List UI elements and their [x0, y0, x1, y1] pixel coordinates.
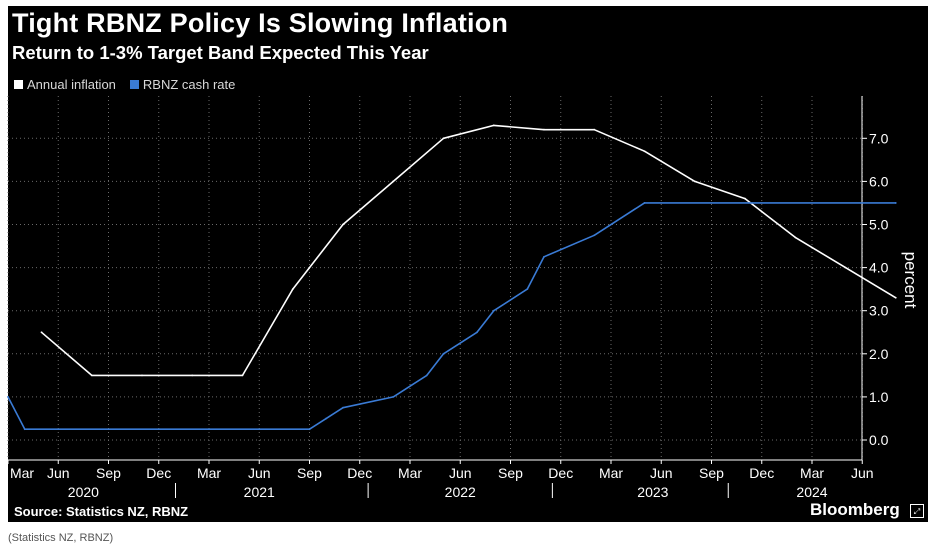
- x-tick-label-3: Dec: [146, 465, 171, 481]
- series-1-point-7: [442, 352, 445, 355]
- x-tick-label-7: Dec: [347, 465, 372, 481]
- legend-label-inflation: Annual inflation: [27, 76, 116, 92]
- x-tick-label-13: Jun: [650, 465, 673, 481]
- legend-swatch-cash-rate: [129, 79, 139, 89]
- series-0-point-15: [794, 236, 797, 239]
- series-0-point-8: [442, 137, 445, 140]
- year-label-4: 2024: [796, 484, 827, 500]
- series-1-point-8: [476, 331, 478, 334]
- x-tick-label-2: Sep: [96, 465, 121, 481]
- year-label-0: 2020: [68, 484, 99, 500]
- series-0-point-2: [141, 374, 143, 377]
- brand-logo: Bloomberg: [810, 500, 900, 519]
- x-tick-label-1: Jun: [47, 465, 70, 481]
- chart-subtitle: Return to 1-3% Target Band Expected This…: [12, 42, 429, 63]
- expand-icon[interactable]: ⤢: [910, 504, 924, 518]
- series-1-point-6: [425, 374, 428, 377]
- x-tick-label-11: Dec: [548, 465, 573, 481]
- series-1-point-9: [492, 309, 495, 312]
- x-tick-label-9: Jun: [449, 465, 472, 481]
- x-tick-label-5: Jun: [248, 465, 271, 481]
- series-0-point-12: [643, 150, 646, 153]
- series-0-point-17: [894, 296, 897, 299]
- series-1-point-0: [7, 396, 9, 398]
- legend-label-cash-rate: RBNZ cash rate: [142, 76, 236, 92]
- series-1-point-14: [894, 202, 897, 204]
- y-tick-label-0: 0.0: [869, 432, 889, 448]
- series-0-point-1: [90, 374, 93, 377]
- y-tick-label-7: 7.0: [869, 130, 889, 146]
- y-tick-label-3: 3.0: [869, 303, 889, 319]
- x-tick-label-14: Sep: [699, 465, 724, 481]
- series-line-0: [40, 124, 897, 377]
- series-1-point-11: [543, 255, 545, 258]
- series-0-point-9: [492, 124, 495, 127]
- source-note: Source: Statistics NZ, RBNZ: [14, 504, 189, 519]
- legend-swatch-inflation: [14, 79, 23, 89]
- chart-panel: Tight RBNZ Policy Is Slowing Inflation R…: [8, 6, 928, 522]
- series-0-point-16: [844, 266, 847, 269]
- series-0-point-14: [744, 197, 746, 200]
- series-0-point-3: [191, 374, 194, 377]
- series-0-point-11: [593, 128, 596, 131]
- y-tick-label-4: 4.0: [869, 260, 889, 276]
- x-tick-label-8: Mar: [398, 465, 422, 481]
- legend-item-inflation: Annual inflation: [14, 77, 116, 92]
- image-caption: (Statistics NZ, RBNZ): [8, 532, 114, 544]
- series-0-point-4: [241, 374, 244, 377]
- chart-title: Tight RBNZ Policy Is Slowing Inflation: [12, 8, 509, 38]
- series-1-point-2: [308, 428, 311, 431]
- series-1-point-5: [392, 396, 395, 398]
- x-tick-label-15: Dec: [749, 465, 774, 481]
- legend: Annual inflation RBNZ cash rate: [14, 76, 249, 92]
- year-label-3: 2023: [637, 484, 668, 500]
- series-1-point-12: [593, 234, 596, 237]
- series-1-point-10: [526, 288, 529, 291]
- series-0-point-5: [291, 288, 294, 291]
- series-0-point-13: [693, 180, 696, 183]
- y-tick-label-1: 1.0: [869, 389, 889, 405]
- series-0-point-0: [40, 331, 43, 334]
- series-0-point-10: [543, 128, 545, 131]
- year-label-2: 2022: [445, 484, 476, 500]
- x-tick-label-10: Sep: [498, 465, 523, 481]
- x-tick-label-16: Mar: [800, 465, 824, 481]
- y-tick-label-2: 2.0: [869, 346, 889, 362]
- x-tick-label-17: Jun: [851, 465, 874, 481]
- series-0-point-6: [342, 223, 344, 226]
- x-tick-label-12: Mar: [599, 465, 623, 481]
- series-line-1: [7, 202, 896, 431]
- x-tick-label-0: Mar: [10, 465, 34, 481]
- series-1-point-4: [342, 406, 344, 409]
- y-tick-label-6: 6.0: [869, 173, 889, 189]
- y-axis-title: percent: [901, 252, 920, 309]
- x-tick-label-6: Sep: [297, 465, 322, 481]
- y-tick-label-5: 5.0: [869, 217, 889, 233]
- legend-item-cash-rate: RBNZ cash rate: [129, 76, 236, 92]
- series-0-point-7: [392, 180, 395, 183]
- year-label-1: 2021: [244, 484, 275, 500]
- series-1-point-1: [23, 428, 26, 431]
- series-1-point-13: [643, 202, 646, 204]
- series-1-point-3: [325, 417, 328, 420]
- x-tick-label-4: Mar: [197, 465, 221, 481]
